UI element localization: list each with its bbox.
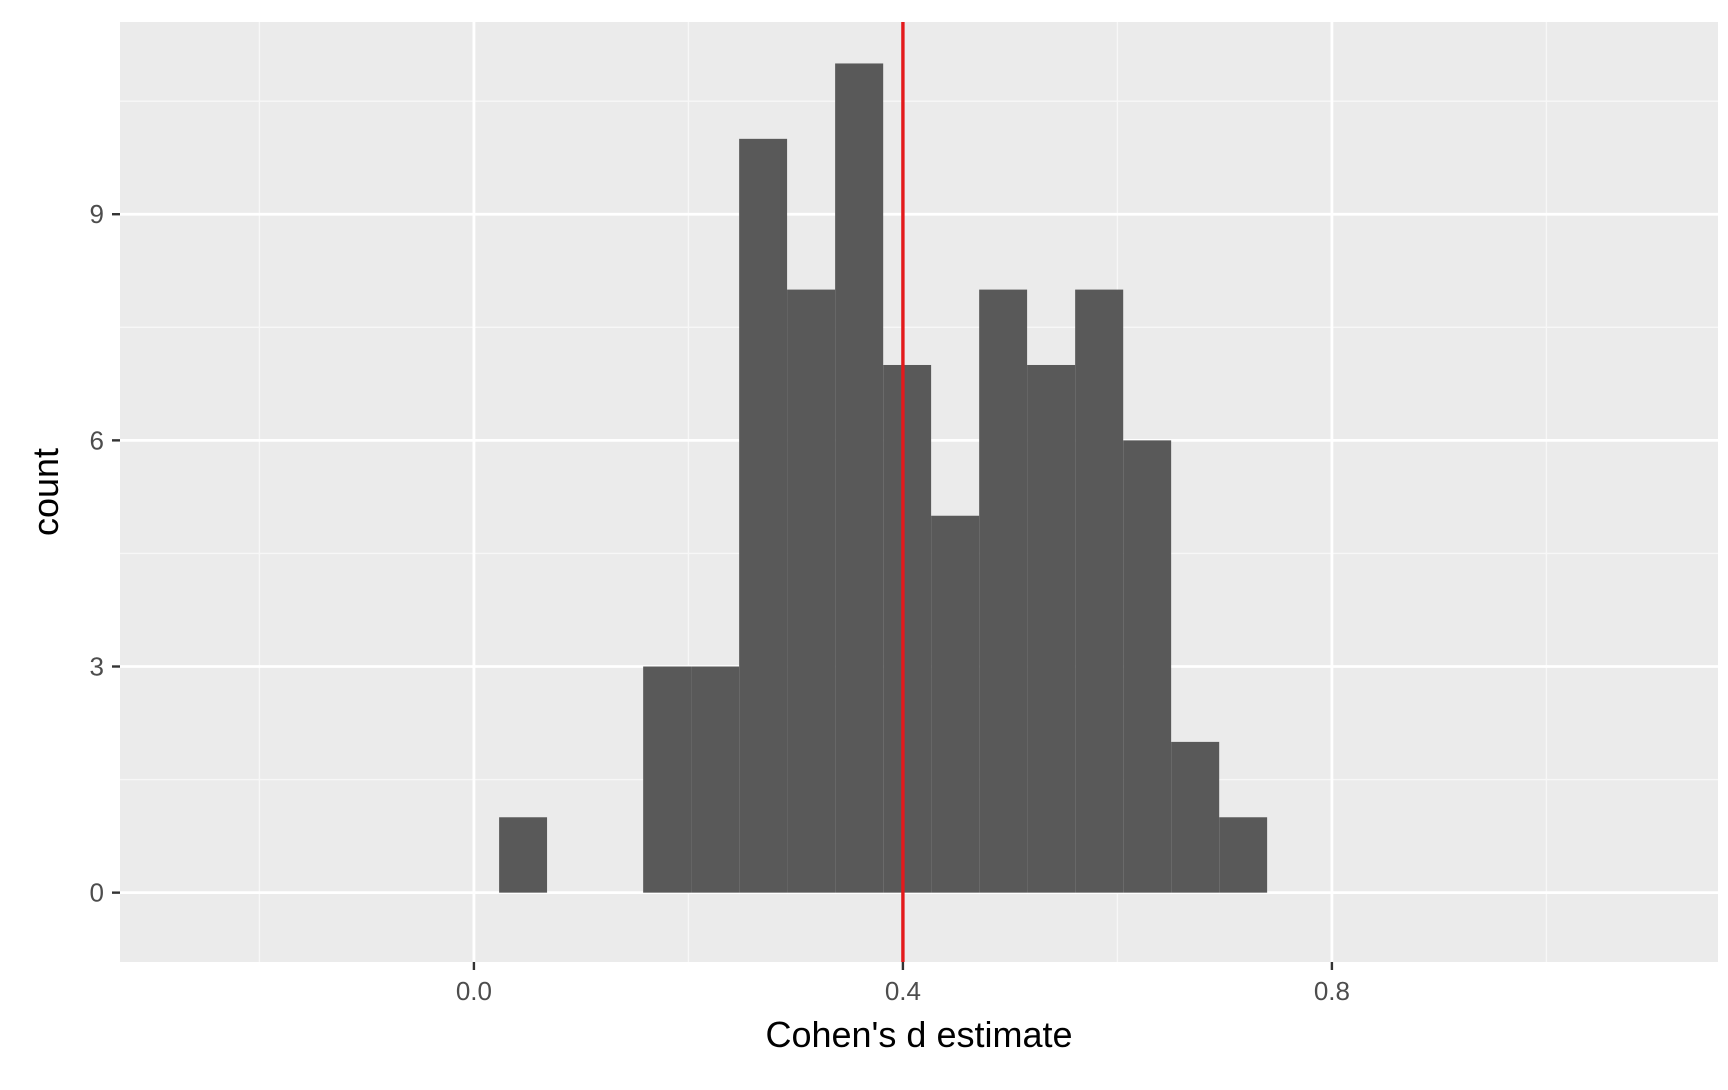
x-tick-label: 0.0	[456, 976, 492, 1006]
histogram-bar	[1219, 817, 1268, 893]
y-tick-label: 6	[90, 425, 104, 455]
histogram-bar	[1027, 364, 1076, 893]
histogram-bar	[1123, 440, 1172, 893]
y-axis: 0 3 6 9	[90, 199, 120, 908]
x-tick-label: 0.8	[1314, 976, 1350, 1006]
histogram-bar	[499, 817, 548, 893]
y-tick-label: 9	[90, 199, 104, 229]
histogram-bar	[643, 666, 692, 893]
histogram-bar	[835, 63, 884, 893]
histogram-bar	[1075, 289, 1124, 893]
x-axis-title: Cohen's d estimate	[765, 1014, 1072, 1055]
y-tick-label: 3	[90, 652, 104, 682]
histogram-bar	[883, 364, 932, 893]
histogram-bar	[1171, 741, 1220, 893]
histogram-bar	[691, 666, 740, 893]
histogram-bars	[499, 63, 1268, 893]
x-axis: 0.0 0.4 0.8	[456, 962, 1350, 1006]
histogram-bar	[979, 289, 1028, 893]
y-tick-label: 0	[90, 878, 104, 908]
y-axis-title: count	[25, 448, 66, 536]
x-tick-label: 0.4	[885, 976, 921, 1006]
histogram-bar	[787, 289, 836, 893]
histogram-bar	[739, 138, 788, 893]
histogram-bar	[931, 515, 980, 893]
